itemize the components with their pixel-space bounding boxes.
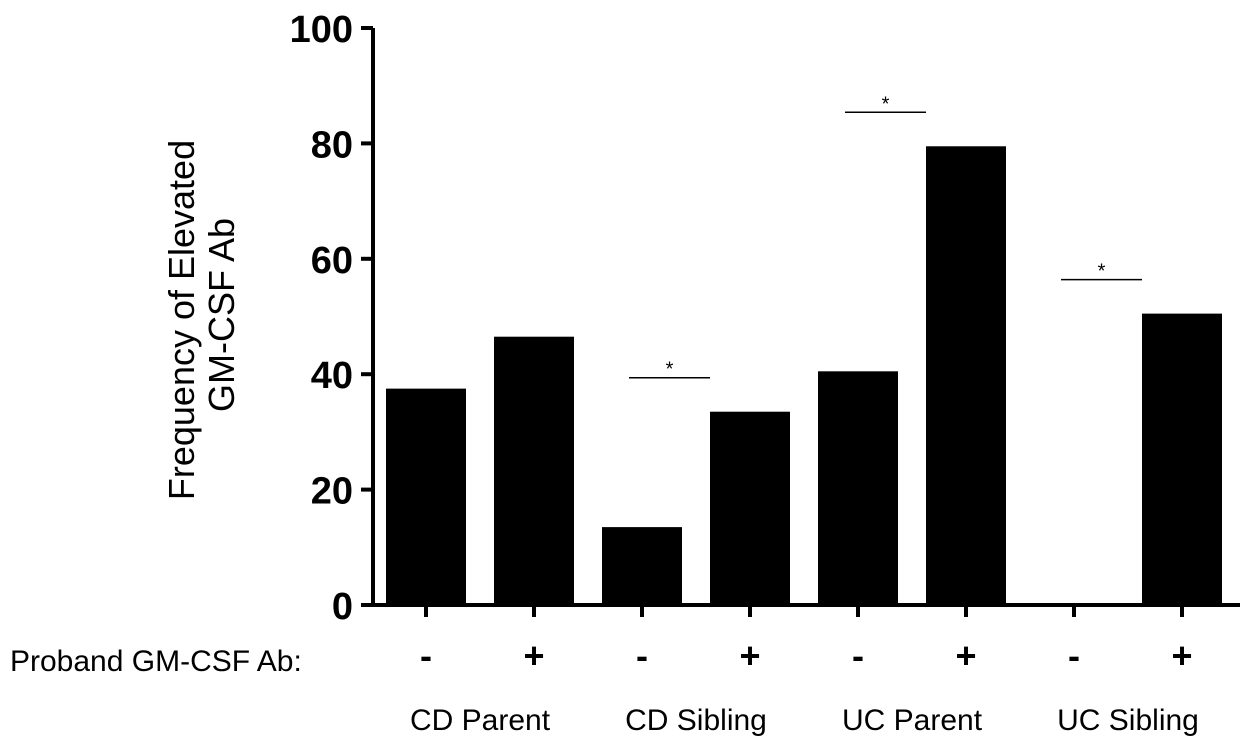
bars [386,146,1222,605]
significance-star: * [882,93,890,115]
y-tick-label: 20 [311,471,353,513]
group-label: CD Parent [410,704,551,737]
proband-sign-label: + [739,635,760,676]
x-axis [373,603,1240,617]
y-axis-title: Frequency of Elevated GM-CSF Ab [161,130,242,500]
bar [602,527,682,605]
group-label: UC Sibling [1057,704,1199,737]
bar [926,146,1006,605]
y-axis-title-line-1: Frequency of Elevated [161,140,202,500]
proband-sign-label: + [1171,635,1192,676]
proband-sign-label: + [523,635,544,676]
proband-sign-label: - [1068,635,1080,676]
y-axis-title-line-2: GM-CSF Ab [201,218,242,412]
proband-sign-label: - [420,635,432,676]
y-tick-label: 100 [290,9,353,51]
bar [818,371,898,605]
significance-star: * [1098,261,1106,283]
y-tick-label: 80 [311,124,353,166]
bar [386,388,466,605]
proband-row-label: Proband GM-CSF Ab: [10,645,302,678]
group-label: CD Sibling [625,704,767,737]
proband-sign-label: - [852,635,864,676]
group-label: UC Parent [842,704,983,737]
significance-markers: * * * [629,93,1142,381]
proband-sign-label: + [955,635,976,676]
y-axis: 0 20 40 60 80 100 [290,9,375,628]
bar [1142,313,1222,605]
bar [494,336,574,605]
y-tick-label: 0 [332,586,353,628]
y-tick-label: 40 [311,355,353,397]
proband-sign-label: - [636,635,648,676]
y-tick-label: 60 [311,240,353,282]
category-labels: - + CD Parent - + CD Sibling - + UC Parent - + UC S… [410,635,1199,737]
significance-star: * [666,359,674,381]
bar [710,411,790,605]
